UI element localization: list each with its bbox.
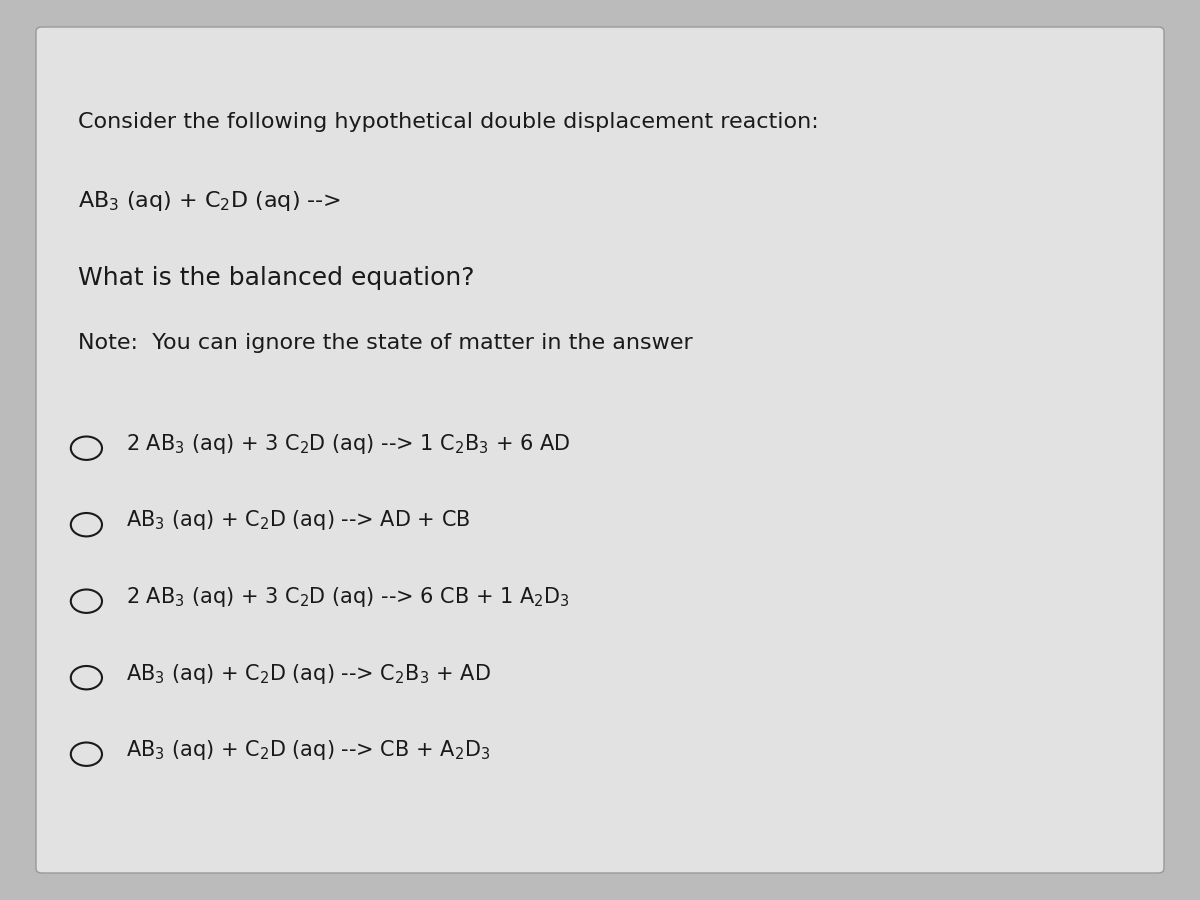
Text: AB$_3$ (aq) + C$_2$D (aq) --> C$_2$B$_3$ + AD: AB$_3$ (aq) + C$_2$D (aq) --> C$_2$B$_3$… <box>126 662 491 686</box>
Text: Consider the following hypothetical double displacement reaction:: Consider the following hypothetical doub… <box>78 112 818 132</box>
Text: Note:  You can ignore the state of matter in the answer: Note: You can ignore the state of matter… <box>78 333 692 353</box>
Text: AB$_3$ (aq) + C$_2$D (aq) -->: AB$_3$ (aq) + C$_2$D (aq) --> <box>78 189 341 213</box>
Text: 2 AB$_3$ (aq) + 3 C$_2$D (aq) --> 1 C$_2$B$_3$ + 6 AD: 2 AB$_3$ (aq) + 3 C$_2$D (aq) --> 1 C$_2… <box>126 432 570 456</box>
Text: 2 AB$_3$ (aq) + 3 C$_2$D (aq) --> 6 CB + 1 A$_2$D$_3$: 2 AB$_3$ (aq) + 3 C$_2$D (aq) --> 6 CB +… <box>126 585 570 609</box>
Text: What is the balanced equation?: What is the balanced equation? <box>78 266 474 290</box>
Text: AB$_3$ (aq) + C$_2$D (aq) --> CB + A$_2$D$_3$: AB$_3$ (aq) + C$_2$D (aq) --> CB + A$_2$… <box>126 738 491 762</box>
Text: AB$_3$ (aq) + C$_2$D (aq) --> AD + CB: AB$_3$ (aq) + C$_2$D (aq) --> AD + CB <box>126 508 470 533</box>
